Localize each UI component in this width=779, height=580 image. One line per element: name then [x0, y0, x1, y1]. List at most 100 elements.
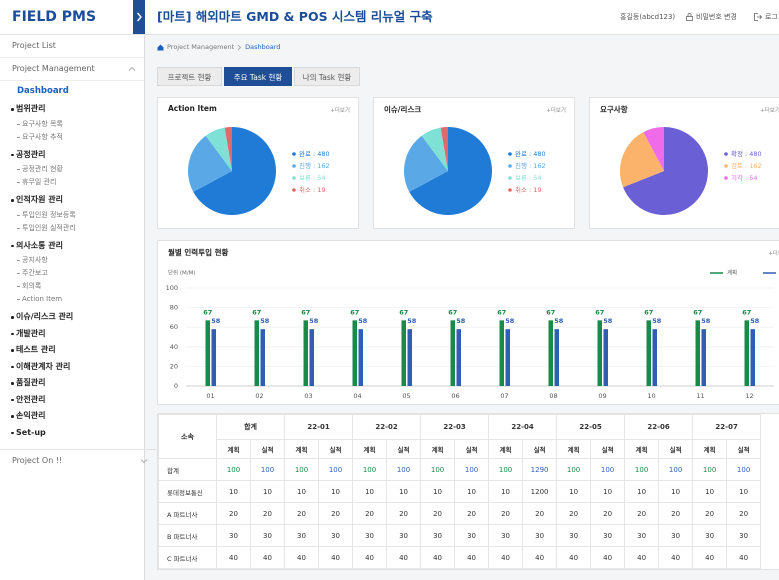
table-cell: 10: [454, 480, 490, 503]
menu-group[interactable]: 안전관리: [0, 392, 144, 409]
legend-label: 취소 : 19: [299, 186, 326, 194]
header-cell: 실적: [318, 439, 354, 459]
breadcrumb-item[interactable]: Project Management: [167, 43, 235, 51]
menu-sub-item[interactable]: 투입인원 정보등록: [0, 209, 144, 222]
tab[interactable]: 나의 Task 현황: [294, 67, 360, 86]
y-tick-label: 20: [170, 362, 178, 370]
chart-card: 완료 : 480 진행 : 162 보류 : 54 취소 : 19 이슈/리스크 +더보기: [373, 97, 575, 229]
table-cell: 30: [420, 524, 456, 547]
table-cell: 100: [488, 458, 524, 481]
table-cell: 20: [386, 502, 422, 525]
menu-item[interactable]: Project On !!: [0, 449, 156, 472]
table-cell: 20: [420, 502, 456, 525]
legend-dot: [724, 152, 728, 156]
card-title: Action Item: [168, 104, 217, 113]
legend-label: 보류 : 54: [299, 174, 326, 182]
value-label: 58: [750, 317, 760, 325]
bar: [303, 320, 308, 386]
menu-group[interactable]: 개발관리: [0, 326, 144, 343]
menu-sub-item[interactable]: 주간보고: [0, 267, 144, 280]
pie-slice: [205, 127, 232, 171]
bar: [260, 329, 265, 386]
tab[interactable]: 프로젝트 현황: [157, 67, 222, 86]
menu-group[interactable]: 범위관리: [0, 101, 144, 118]
table-cell: 1200: [522, 480, 558, 503]
value-label: 58: [211, 317, 221, 325]
header-row: 계획 실적 계획 실적 계획 실적 계획 실적 계획 실적 계획 실적 계획 실적 계획 실적: [159, 439, 762, 459]
more-link[interactable]: +더보기: [546, 108, 566, 114]
menu-group[interactable]: 손익관리: [0, 408, 144, 425]
value-label: 67: [252, 308, 261, 316]
more-link[interactable]: +더보기: [768, 251, 779, 257]
table-cell: 100: [386, 458, 422, 481]
table-head: 소속 합계 22-01 22-02 22-03 22-04 22-05 22-06 22-07 계…: [158, 414, 762, 459]
value-label: 67: [546, 308, 555, 316]
table-cell: 40: [488, 546, 524, 569]
table-cell: 30: [318, 524, 354, 547]
tab[interactable]: 주요 Task 현황: [224, 67, 292, 86]
y-tick-label: 40: [170, 343, 178, 351]
value-label: 58: [505, 317, 515, 325]
table-cell: 20: [488, 502, 524, 525]
header-cell: 계획: [284, 439, 320, 459]
menu-sub-item[interactable]: 공지사항: [0, 254, 144, 267]
table-cell: 100: [692, 458, 728, 481]
table-cell: 10: [284, 480, 320, 503]
bar: [548, 320, 553, 386]
menu-group[interactable]: Set-up: [0, 425, 144, 442]
menu-sub-item[interactable]: 요구사항 목록: [0, 118, 144, 131]
bar: [205, 320, 210, 386]
bar: [407, 329, 412, 386]
pie-chart: 확정 : 480 검토 : 162 기각 : 54: [620, 127, 762, 215]
table-cell: 10: [420, 480, 456, 503]
menu-group[interactable]: 품질관리: [0, 375, 144, 392]
menu-sub-item[interactable]: 회의록: [0, 280, 144, 293]
table-cell: 10: [488, 480, 524, 503]
chevron: [237, 44, 242, 50]
legend-label: 보류 : 54: [515, 174, 542, 182]
table-cell: 30: [352, 524, 388, 547]
more-link[interactable]: +더보기: [330, 108, 350, 114]
legend-label: 취소 : 19: [515, 186, 542, 194]
menu-sub-item[interactable]: 요구사항 추적: [0, 131, 144, 144]
table-cell: 40: [454, 546, 490, 569]
table-cell: 30: [488, 524, 524, 547]
header-cell: 계획: [624, 439, 660, 459]
legend-label: 진행 : 162: [515, 161, 546, 170]
legend-label: 계획: [727, 269, 737, 277]
table-cell: 20: [318, 502, 354, 525]
menu-sub-item[interactable]: 투입인원 실적관리: [0, 222, 144, 235]
menu-item[interactable]: Project List: [0, 35, 144, 58]
lock-icon: [686, 13, 693, 21]
table-cell: 100: [420, 458, 456, 481]
table-body: 합계 100 100 100 100 100 100 100 100 100 1290 100 100 1…: [158, 458, 762, 569]
sidebar-toggle[interactable]: [133, 0, 145, 34]
menu-group[interactable]: 의사소통 관리: [0, 238, 144, 255]
value-label: 58: [554, 317, 564, 325]
table-cell: 40: [624, 546, 660, 569]
lock-shackle: [687, 13, 692, 17]
lock-body: [686, 16, 693, 21]
y-tick-label: 100: [166, 284, 178, 292]
sidebar: FIELD PMS Project List Project Management…: [0, 0, 156, 580]
menu-sub-item[interactable]: Action Item: [0, 293, 144, 306]
menu-item[interactable]: Project Management: [0, 58, 144, 81]
bar: [401, 320, 406, 386]
menu-item-active[interactable]: Dashboard: [17, 86, 69, 96]
menu-group[interactable]: 인적자원 관리: [0, 192, 144, 209]
menu-sub-item[interactable]: 휴무일 관리: [0, 176, 144, 189]
table-cell: 40: [726, 546, 762, 569]
password-change[interactable]: 비밀번호 변경: [696, 13, 737, 21]
chevron: [128, 66, 136, 71]
menu-group[interactable]: 테스트 관리: [0, 342, 144, 359]
menu-group[interactable]: 공정관리: [0, 147, 144, 164]
x-tick-label: 05: [402, 392, 410, 400]
more-link[interactable]: +더보기: [760, 108, 779, 114]
table-cell: 100: [556, 458, 592, 481]
menu-sub-item[interactable]: 공정관리 현황: [0, 163, 144, 176]
logout[interactable]: 로그: [765, 13, 778, 21]
table-cell: 30: [386, 524, 422, 547]
menu-group[interactable]: 이해관계자 관리: [0, 359, 144, 376]
header-cell: 22-01: [284, 414, 354, 440]
menu-group[interactable]: 이슈/리스크 관리: [0, 309, 144, 326]
